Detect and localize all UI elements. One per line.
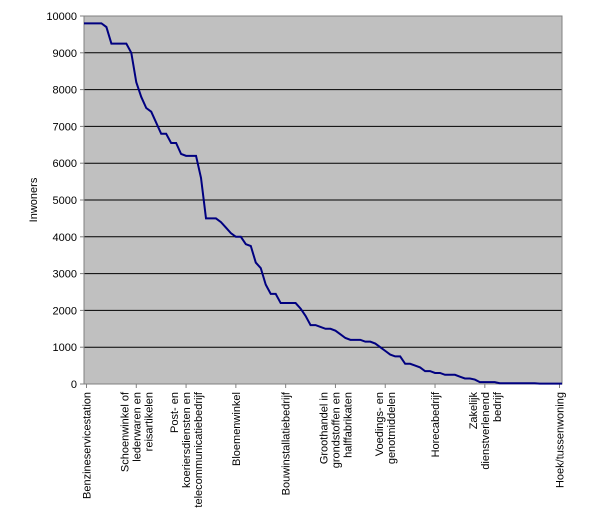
y-tick-label: 1000	[53, 342, 77, 354]
x-tick-label-line: Post- en	[169, 392, 181, 433]
plot-border	[83, 15, 563, 385]
x-axis-ticks: Benzineservicestation Schoenwinkel of lede…	[81, 384, 567, 508]
x-tick-label-line: bedrijf	[492, 391, 504, 422]
x-tick-label: Hoek/tussenwoning	[555, 392, 567, 488]
y-tick-label: 2000	[53, 305, 77, 317]
x-tick-label: Bouwinstallatiebedrijf	[281, 391, 293, 495]
x-tick-label-line: Bouwinstallatiebedrijf	[281, 391, 293, 495]
y-tick-label: 5000	[53, 195, 77, 207]
y-axis-ticks: 0 1000 2000 3000 4000 5000 6000 7000 8000 9000 100…	[46, 11, 84, 391]
x-tick-label-line: Schoenwinkel of	[119, 391, 131, 472]
y-tick-label: 8000	[53, 85, 77, 97]
x-tick-label-line: reisartikelen	[143, 392, 155, 451]
y-tick-label: 3000	[53, 269, 77, 281]
x-tick-label: Groothandel in grondstoffen en halffabrika…	[318, 392, 354, 468]
gridlines	[84, 52, 562, 348]
x-tick-label-line: Voedings- en	[374, 392, 386, 456]
y-tick-label: 9000	[53, 48, 77, 60]
x-tick-label-line: Groothandel in	[318, 392, 330, 464]
x-tick-label: Voedings- en genotmiddelen	[374, 392, 398, 464]
x-tick-label: Zakelijk dienstverlenend bedrijf	[468, 391, 504, 470]
y-tick-label: 4000	[53, 232, 77, 244]
x-tick-label-line: lederwaren en	[131, 392, 143, 462]
x-tick-label: Bloemenwinkel	[231, 392, 243, 466]
x-tick-label: Post- en koeriersdiensten en telecommunica…	[169, 391, 205, 507]
x-tick-label-line: Hoek/tussenwoning	[555, 392, 567, 488]
x-tick-label-line: Benzineservicestation	[81, 392, 93, 499]
x-tick-label-line: Zakelijk	[468, 392, 480, 430]
x-tick-label: Horecabedrijf	[430, 391, 442, 457]
x-tick-label-line: genotmiddelen	[386, 392, 398, 464]
y-tick-label: 10000	[46, 11, 77, 23]
x-tick-label: Schoenwinkel of lederwaren en reisartikele…	[119, 391, 155, 472]
x-tick-label-line: Horecabedrijf	[430, 391, 442, 457]
x-tick-label-line: koeriersdiensten en	[181, 392, 193, 488]
x-tick-label-line: Bloemenwinkel	[231, 392, 243, 466]
x-tick-label-line: grondstoffen en	[330, 392, 342, 468]
y-tick-label: 7000	[53, 121, 77, 133]
series-line-inwoners	[84, 22, 562, 385]
y-tick-label: 0	[71, 379, 77, 391]
x-tick-label-line: halffabrikaten	[342, 392, 354, 458]
y-tick-label: 6000	[53, 158, 77, 170]
x-tick-label: Benzineservicestation	[81, 392, 93, 499]
x-tick-label-line: dienstverlenend	[480, 392, 492, 470]
y-axis-title: Inwoners	[28, 177, 40, 222]
x-tick-label-line: telecommunicatiebedrijf	[193, 391, 205, 507]
